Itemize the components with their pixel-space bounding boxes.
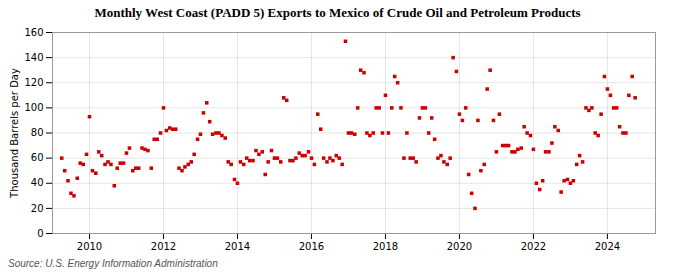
svg-text:2016: 2016 [299,241,324,252]
svg-text:160: 160 [24,27,43,38]
svg-text:140: 140 [24,52,43,63]
svg-text:100: 100 [24,102,43,113]
svg-text:0: 0 [37,228,43,239]
svg-text:120: 120 [24,77,43,88]
svg-text:2014: 2014 [225,241,250,252]
svg-text:2022: 2022 [521,241,546,252]
svg-text:60: 60 [31,152,44,163]
svg-text:40: 40 [31,177,44,188]
svg-text:2020: 2020 [447,241,472,252]
html-text:Monthly West Coast (PADD 5) Ex: Monthly West Coast (PADD 5) Exports to M… [94,5,581,20]
html-text:Source: U.S. Energy Informatio: Source: U.S. Energy Information Administ… [8,258,218,269]
svg-text:2010: 2010 [77,241,102,252]
svg-text:2012: 2012 [151,241,176,252]
svg-text:80: 80 [31,127,44,138]
svg-text:20: 20 [31,203,44,214]
svg-text:2018: 2018 [373,241,398,252]
svg-text:2024: 2024 [595,241,620,252]
svg-text:Thousand Barrels per Day: Thousand Barrels per Day [9,68,20,199]
